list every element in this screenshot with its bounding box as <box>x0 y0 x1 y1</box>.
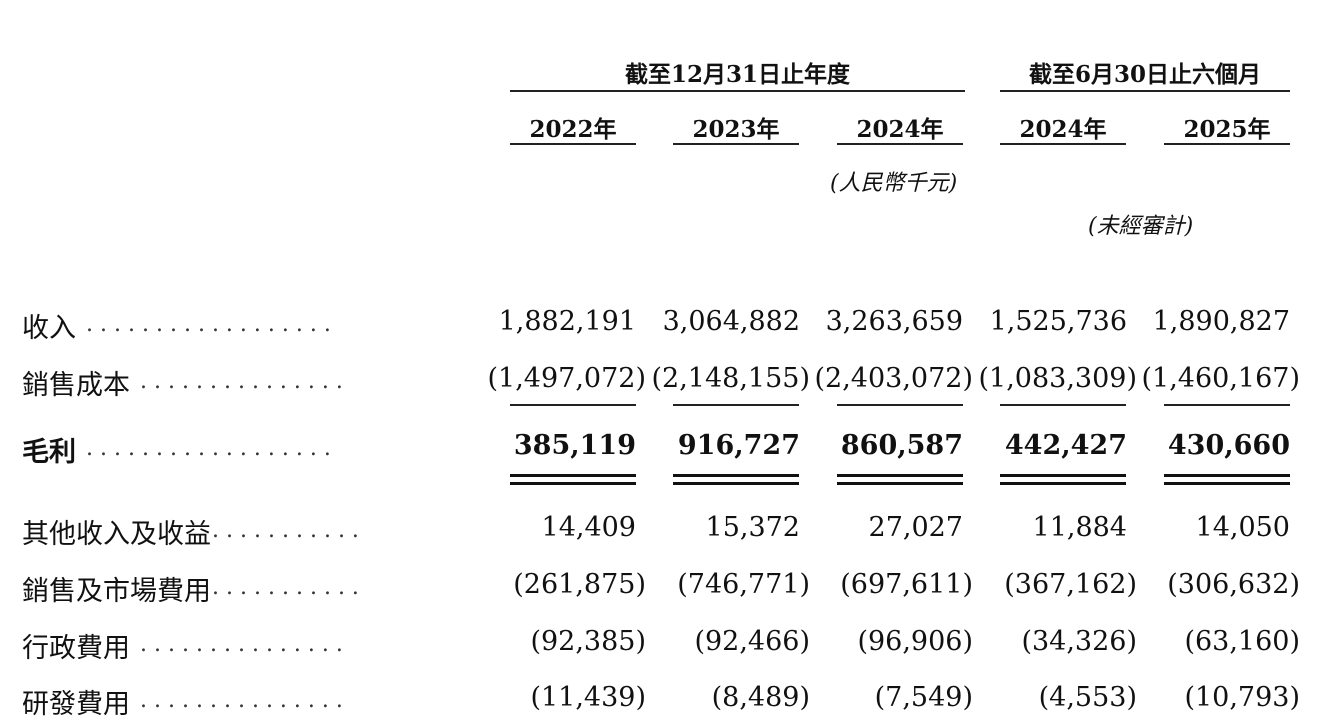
cell-value: 430,660 <box>1167 430 1290 461</box>
cell-value: (306,632) <box>1167 569 1300 600</box>
dot-leader: ........... <box>212 575 366 600</box>
dot-leader: .................. <box>86 436 338 461</box>
cell-value: (34,326) <box>1021 626 1137 657</box>
subtotal-rule <box>1000 404 1126 406</box>
cell-value: (10,793) <box>1184 682 1300 713</box>
row-label-revenue: 收入 <box>22 313 76 344</box>
total-double-rule <box>837 474 963 477</box>
cell-value: (96,906) <box>857 626 973 657</box>
cell-value: (697,611) <box>840 569 973 600</box>
row-label-admin-expenses: 行政費用 <box>22 633 130 664</box>
cell-value: (367,162) <box>1004 569 1137 600</box>
cell-value: 11,884 <box>1032 512 1127 543</box>
year-header-2025-h1: 2025年 <box>1183 116 1271 143</box>
year-header-2023: 2023年 <box>692 116 780 143</box>
cell-value: (7,549) <box>874 682 973 713</box>
subtotal-rule <box>673 404 799 406</box>
total-double-rule <box>673 482 799 485</box>
cell-value: 1,882,191 <box>498 306 636 337</box>
cell-value: (92,466) <box>694 626 810 657</box>
cell-value: 3,064,882 <box>662 306 800 337</box>
cell-value: 1,890,827 <box>1152 306 1290 337</box>
cell-value: (746,771) <box>677 569 810 600</box>
total-double-rule <box>510 474 636 477</box>
cell-value: 14,409 <box>541 512 636 543</box>
total-double-rule <box>673 474 799 477</box>
row-label-cost-of-sales: 銷售成本 <box>22 370 130 401</box>
row-label-selling-marketing: 銷售及市場費用 <box>22 576 211 607</box>
dot-leader: ............... <box>140 632 350 657</box>
row-label-gross-profit: 毛利 <box>22 437 76 468</box>
cell-value: 3,263,659 <box>825 306 963 337</box>
cell-value: 442,427 <box>1004 430 1127 461</box>
year-header-2024-h1: 2024年 <box>1019 116 1107 143</box>
year-rule <box>1000 143 1126 145</box>
cell-value: (4,553) <box>1038 682 1137 713</box>
cell-value: (1,083,309) <box>978 363 1137 394</box>
cell-value: (1,497,072) <box>487 363 646 394</box>
unit-note: (人民幣千元) <box>830 171 958 196</box>
unaudited-note: (未經審計) <box>1088 214 1194 239</box>
year-header-2022: 2022年 <box>529 116 617 143</box>
cell-value: (11,439) <box>530 682 646 713</box>
year-rule <box>510 143 636 145</box>
cell-value: 916,727 <box>677 430 800 461</box>
subtotal-rule <box>837 404 963 406</box>
cell-value: 14,050 <box>1195 512 1290 543</box>
total-double-rule <box>837 482 963 485</box>
cell-value: (2,148,155) <box>651 363 810 394</box>
year-rule <box>1164 143 1290 145</box>
year-header-2024-fy: 2024年 <box>856 116 944 143</box>
total-double-rule <box>1164 482 1290 485</box>
six-month-group-header: 截至6月30日止六個月 <box>1028 61 1261 88</box>
cell-value: (8,489) <box>711 682 810 713</box>
year-rule <box>837 143 963 145</box>
total-double-rule <box>1000 482 1126 485</box>
cell-value: (92,385) <box>530 626 646 657</box>
dot-leader: ........... <box>212 518 366 543</box>
cell-value: (63,160) <box>1184 626 1300 657</box>
cell-value: (261,875) <box>513 569 646 600</box>
dot-leader: .................. <box>86 312 338 337</box>
dot-leader: ............... <box>140 369 350 394</box>
dot-leader: ............... <box>140 688 350 713</box>
row-label-other-income: 其他收入及收益 <box>22 519 211 550</box>
subtotal-rule <box>1164 404 1290 406</box>
fiscal-year-group-rule <box>510 90 965 92</box>
subtotal-rule <box>510 404 636 406</box>
year-rule <box>673 143 799 145</box>
total-double-rule <box>510 482 636 485</box>
total-double-rule <box>1000 474 1126 477</box>
cell-value: 1,525,736 <box>989 306 1127 337</box>
fiscal-year-group-header: 截至12月31日止年度 <box>624 61 850 88</box>
cell-value: (2,403,072) <box>814 363 973 394</box>
row-label-rnd-expenses: 研發費用 <box>22 689 130 720</box>
cell-value: (1,460,167) <box>1141 363 1300 394</box>
cell-value: 15,372 <box>705 512 800 543</box>
cell-value: 385,119 <box>513 430 636 461</box>
six-month-group-rule <box>1000 90 1290 92</box>
cell-value: 860,587 <box>840 430 963 461</box>
total-double-rule <box>1164 474 1290 477</box>
cell-value: 27,027 <box>868 512 963 543</box>
